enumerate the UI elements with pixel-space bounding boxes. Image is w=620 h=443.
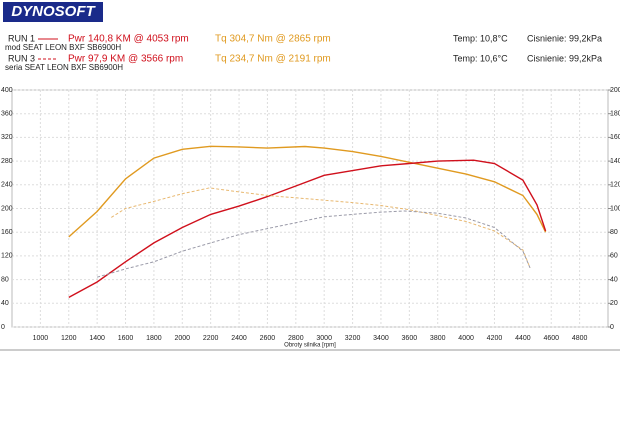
y-tick-label: 240 bbox=[1, 182, 13, 189]
x-tick-label: 3800 bbox=[430, 335, 446, 342]
x-tick-label: 4000 bbox=[458, 335, 474, 342]
x-tick-label: 1000 bbox=[33, 335, 49, 342]
y2-tick-label: 200 bbox=[610, 87, 620, 94]
y2-tick-label: 120 bbox=[610, 182, 620, 189]
x-tick-label: 1200 bbox=[61, 335, 77, 342]
run-power: Pwr 140,8 KM @ 4053 rpm bbox=[68, 34, 189, 45]
x-tick-label: 4600 bbox=[543, 335, 559, 342]
x-axis-label: Obroty silnika [rpm] bbox=[284, 343, 336, 349]
x-tick-label: 1800 bbox=[146, 335, 162, 342]
x-tick-label: 2400 bbox=[231, 335, 247, 342]
run-label: RUN 1 bbox=[8, 33, 35, 43]
run-power: Pwr 97,9 KM @ 3566 rpm bbox=[68, 54, 183, 65]
run-temp: Temp: 10,8°C bbox=[453, 33, 508, 43]
x-tick-label: 1400 bbox=[89, 335, 105, 342]
run-temp: Temp: 10,6°C bbox=[453, 53, 508, 63]
y2-tick-label: 60 bbox=[610, 253, 618, 260]
y-tick-label: 80 bbox=[1, 276, 9, 283]
y-tick-label: 200 bbox=[1, 205, 13, 212]
y2-tick-label: 80 bbox=[610, 229, 618, 236]
y-tick-label: 0 bbox=[1, 324, 5, 331]
run-label: RUN 3 bbox=[8, 53, 35, 63]
x-tick-label: 4400 bbox=[515, 335, 531, 342]
y-tick-label: 280 bbox=[1, 158, 13, 165]
x-tick-label: 1600 bbox=[118, 335, 134, 342]
logo: DYNOSOFT bbox=[11, 3, 96, 20]
x-tick-label: 3000 bbox=[316, 335, 332, 342]
y2-tick-label: 100 bbox=[610, 205, 620, 212]
y-tick-label: 40 bbox=[1, 300, 9, 307]
x-tick-label: 4200 bbox=[487, 335, 503, 342]
series-line bbox=[96, 210, 531, 278]
series-line bbox=[68, 159, 547, 299]
y-tick-label: 400 bbox=[1, 87, 13, 94]
x-tick-label: 2600 bbox=[260, 335, 276, 342]
x-tick-label: 3600 bbox=[402, 335, 418, 342]
series-line bbox=[68, 145, 547, 238]
logo-box bbox=[3, 2, 103, 22]
y2-tick-label: 160 bbox=[610, 134, 620, 141]
y2-tick-label: 20 bbox=[610, 300, 618, 307]
x-tick-label: 2200 bbox=[203, 335, 219, 342]
x-tick-label: 4800 bbox=[572, 335, 588, 342]
x-tick-label: 2000 bbox=[174, 335, 190, 342]
y2-tick-label: 40 bbox=[610, 276, 618, 283]
x-tick-label: 2800 bbox=[288, 335, 304, 342]
y2-tick-label: 140 bbox=[610, 158, 620, 165]
run-pressure: Cisnienie: 99,2kPa bbox=[527, 53, 602, 63]
x-tick-label: 3400 bbox=[373, 335, 389, 342]
x-tick-label: 3200 bbox=[345, 335, 361, 342]
run-car: mod SEAT LEON BXF SB6900H bbox=[5, 43, 121, 52]
run-pressure: Cisnienie: 99,2kPa bbox=[527, 33, 602, 43]
y-tick-label: 120 bbox=[1, 253, 13, 260]
run-car: seria SEAT LEON BXF SB6900H bbox=[5, 63, 123, 72]
series-line bbox=[111, 187, 531, 268]
y2-tick-label: 180 bbox=[610, 111, 620, 118]
run-torque: Tq 234,7 Nm @ 2191 rpm bbox=[215, 54, 331, 65]
run-torque: Tq 304,7 Nm @ 2865 rpm bbox=[215, 34, 331, 45]
y-tick-label: 320 bbox=[1, 134, 13, 141]
y-tick-label: 160 bbox=[1, 229, 13, 236]
y-tick-label: 360 bbox=[1, 111, 13, 118]
y2-tick-label: 0 bbox=[610, 324, 614, 331]
